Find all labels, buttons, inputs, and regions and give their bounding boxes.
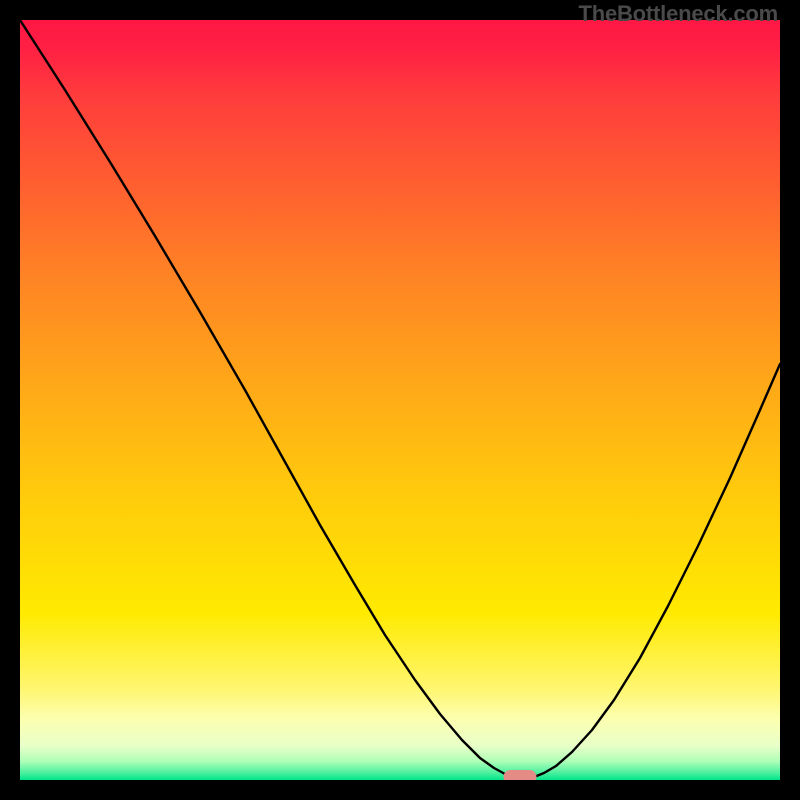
- gradient-background: [20, 20, 780, 780]
- bottleneck-marker: [504, 770, 537, 780]
- plot-area: [20, 20, 780, 780]
- chart-frame: TheBottleneck.com: [0, 0, 800, 800]
- plot-svg: [20, 20, 780, 780]
- watermark-text: TheBottleneck.com: [578, 1, 778, 27]
